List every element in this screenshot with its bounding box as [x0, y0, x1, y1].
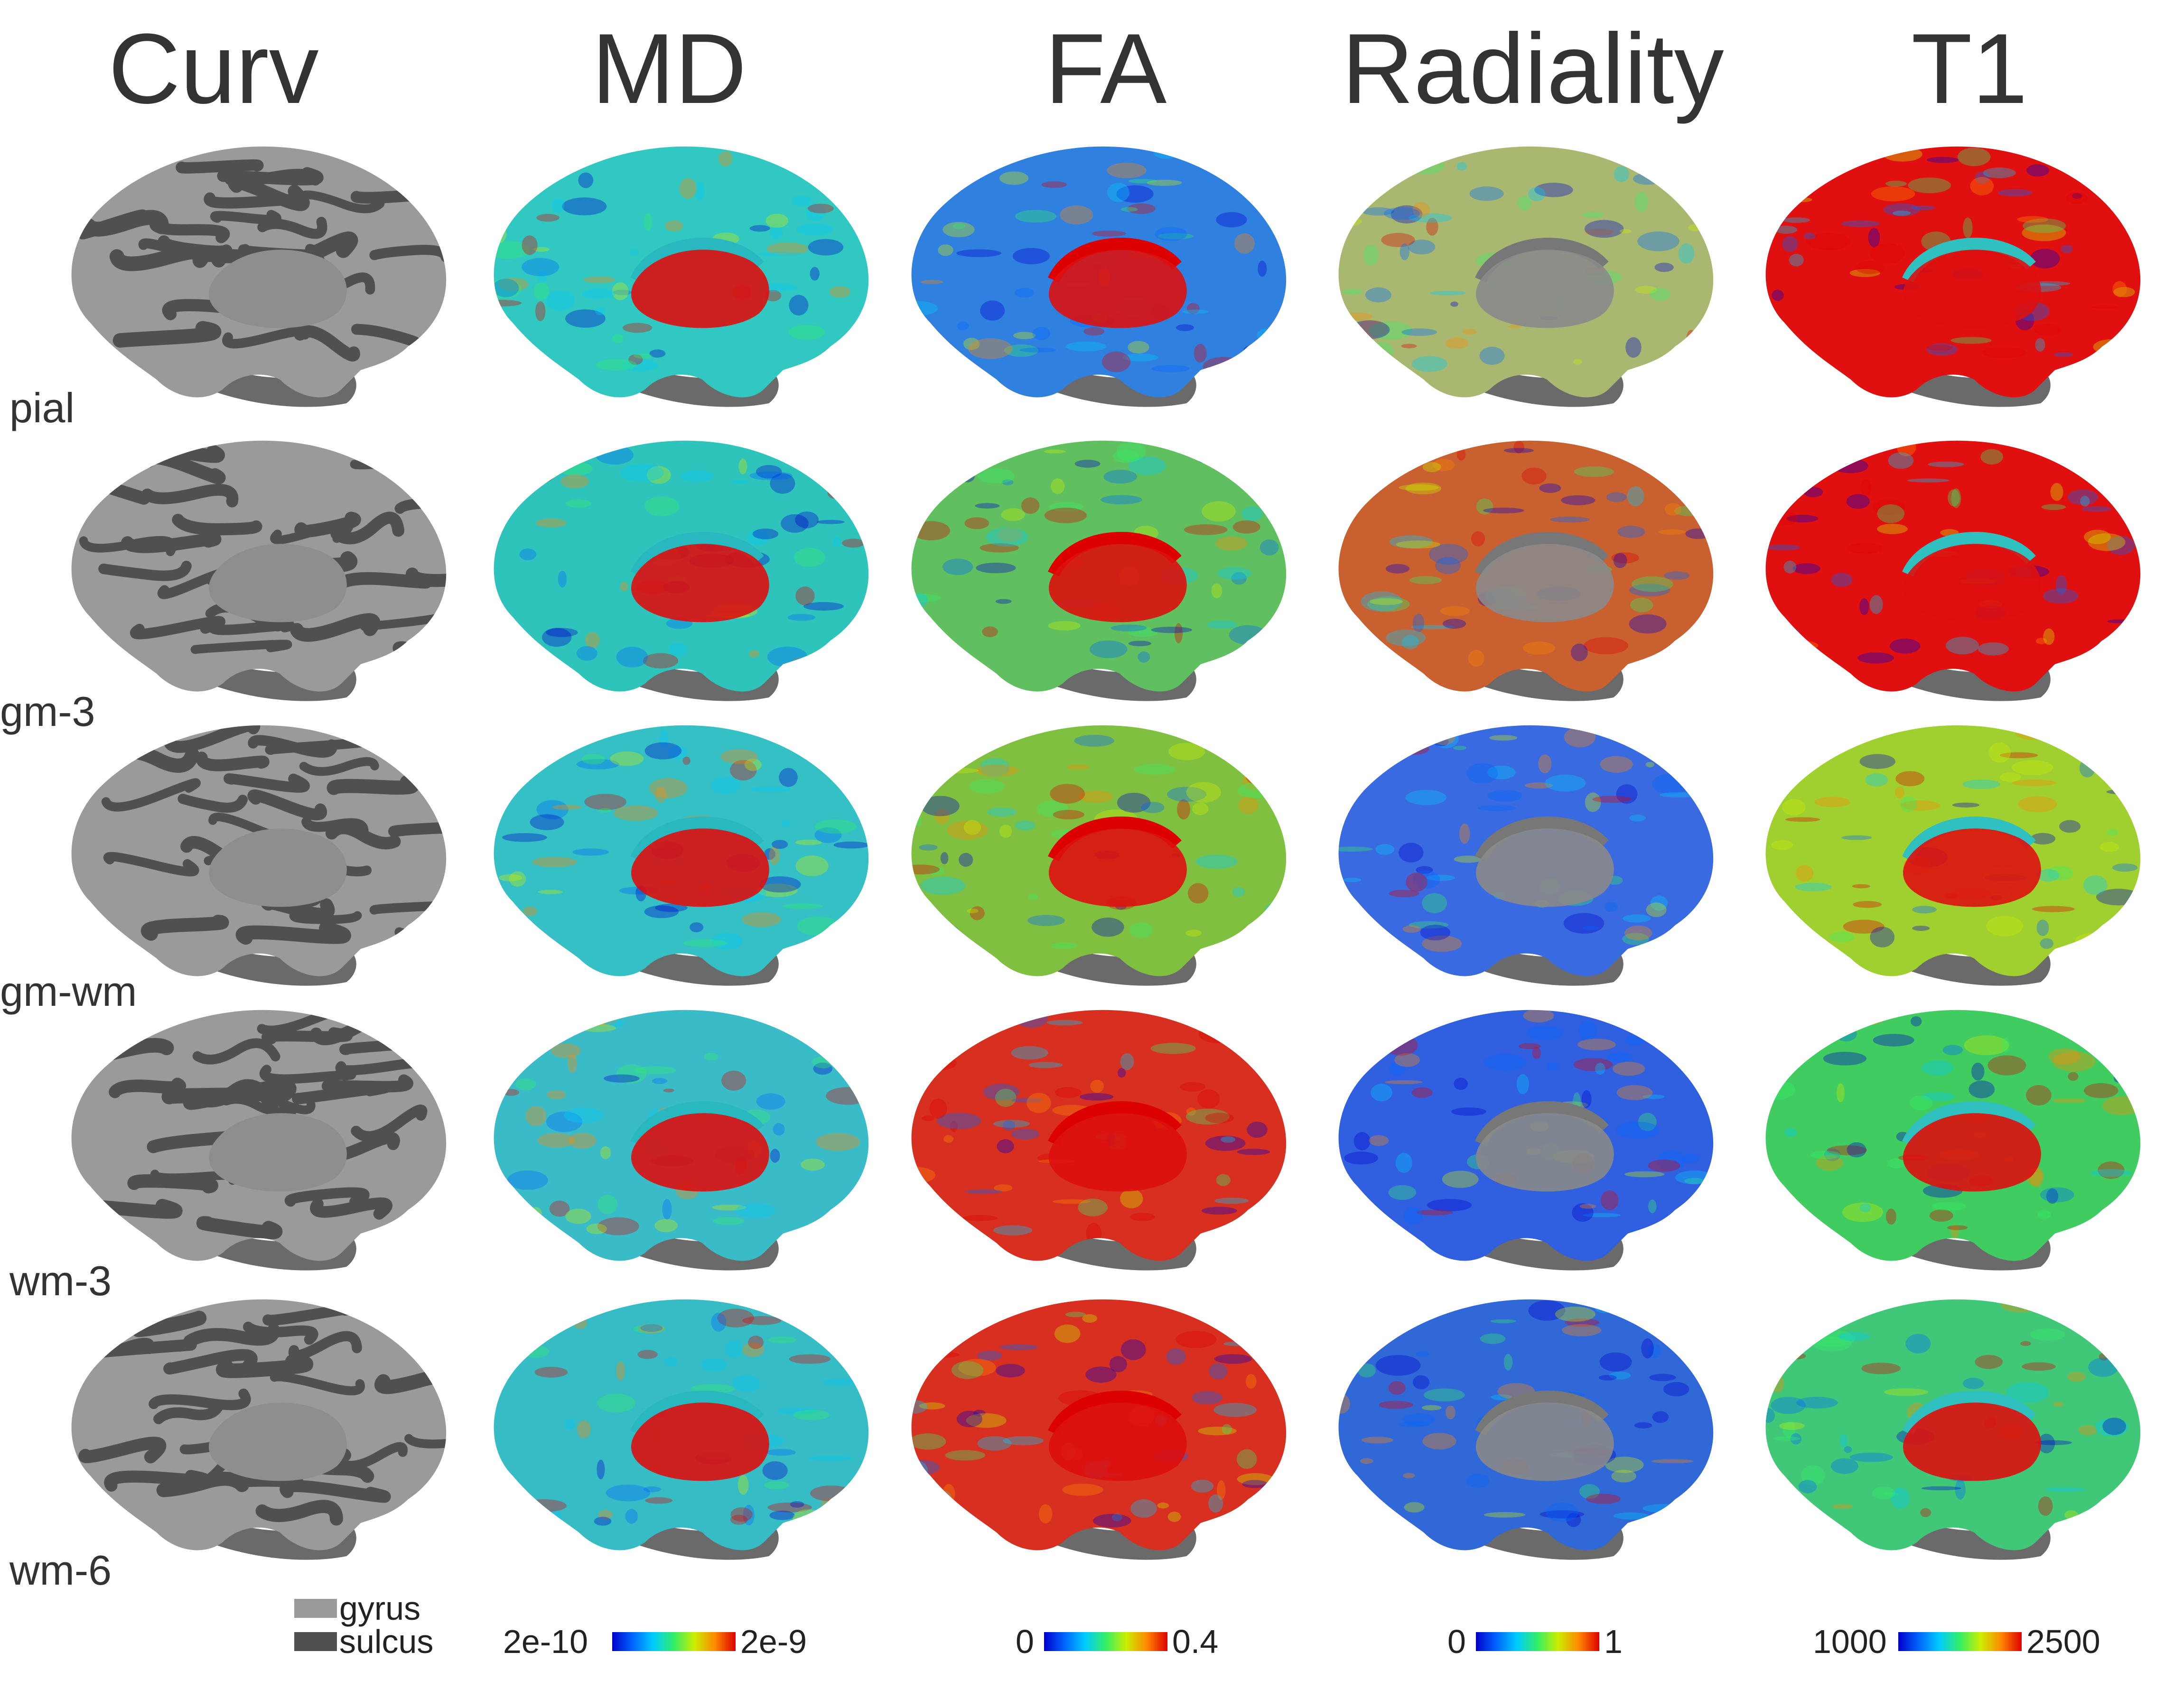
t1-colorbar-min: 1000 [1813, 1623, 1887, 1660]
brain-panel-md-gm-3 [456, 418, 883, 702]
column-title-t1: T1 [1911, 13, 2028, 124]
sulcus-label: sulcus [339, 1623, 434, 1660]
brain-panel-t1-gm-3 [1727, 418, 2155, 702]
brain-panel-t1-pial [1727, 123, 2155, 408]
brain-panel-radiality-pial [1300, 123, 1727, 408]
brain-panel-radiality-wm-3 [1300, 987, 1727, 1272]
t1-colorbar-max: 2500 [2026, 1623, 2100, 1660]
brain-panel-t1-wm-3 [1727, 987, 2155, 1272]
md-colorbar-max: 2e-9 [740, 1623, 807, 1660]
row-label-wm-6: wm-6 [9, 1547, 112, 1594]
fa-colorbar [1044, 1632, 1167, 1651]
row-label-wm-3: wm-3 [9, 1257, 112, 1304]
brain-panel-fa-pial [873, 123, 1300, 408]
gyrus-label: gyrus [339, 1590, 421, 1627]
brain-panel-curv-gm-wm [33, 702, 460, 987]
radiality-colorbar-min: 0 [1447, 1623, 1466, 1660]
brain-panel-fa-gm-wm [873, 702, 1300, 987]
column-title-curv: Curv [108, 13, 319, 124]
row-label-gm-wm: gm-wm [0, 968, 137, 1015]
column-title-radiality: Radiality [1342, 13, 1724, 124]
fa-colorbar-max: 0.4 [1172, 1623, 1219, 1660]
brain-panel-fa-gm-3 [873, 418, 1300, 702]
fa-colorbar-min: 0 [1016, 1623, 1034, 1660]
brain-panel-curv-wm-6 [33, 1276, 460, 1561]
radiality-colorbar [1476, 1632, 1599, 1651]
gyrus-swatch [294, 1599, 337, 1618]
row-label-gm-3: gm-3 [0, 688, 95, 735]
brain-panel-t1-gm-wm [1727, 702, 2155, 987]
brain-panel-md-wm-3 [456, 987, 883, 1272]
brain-panel-fa-wm-6 [873, 1276, 1300, 1561]
brain-panel-md-gm-wm [456, 702, 883, 987]
brain-panel-curv-wm-3 [33, 987, 460, 1272]
radiality-colorbar-max: 1 [1604, 1623, 1623, 1660]
brain-panel-md-wm-6 [456, 1276, 883, 1561]
t1-colorbar [1898, 1632, 2022, 1651]
brain-panel-radiality-gm-3 [1300, 418, 1727, 702]
brain-panel-md-pial [456, 123, 883, 408]
column-title-md: MD [591, 13, 747, 124]
md-colorbar [612, 1632, 736, 1651]
brain-panel-radiality-gm-wm [1300, 702, 1727, 987]
brain-panel-t1-wm-6 [1727, 1276, 2155, 1561]
brain-panel-fa-wm-3 [873, 987, 1300, 1272]
md-colorbar-min: 2e-10 [503, 1623, 588, 1660]
brain-panel-radiality-wm-6 [1300, 1276, 1727, 1561]
brain-panel-curv-pial [33, 123, 460, 408]
row-label-pial: pial [9, 384, 75, 431]
sulcus-swatch [294, 1632, 337, 1651]
brain-panel-curv-gm-3 [33, 418, 460, 702]
column-title-fa: FA [1045, 13, 1167, 124]
